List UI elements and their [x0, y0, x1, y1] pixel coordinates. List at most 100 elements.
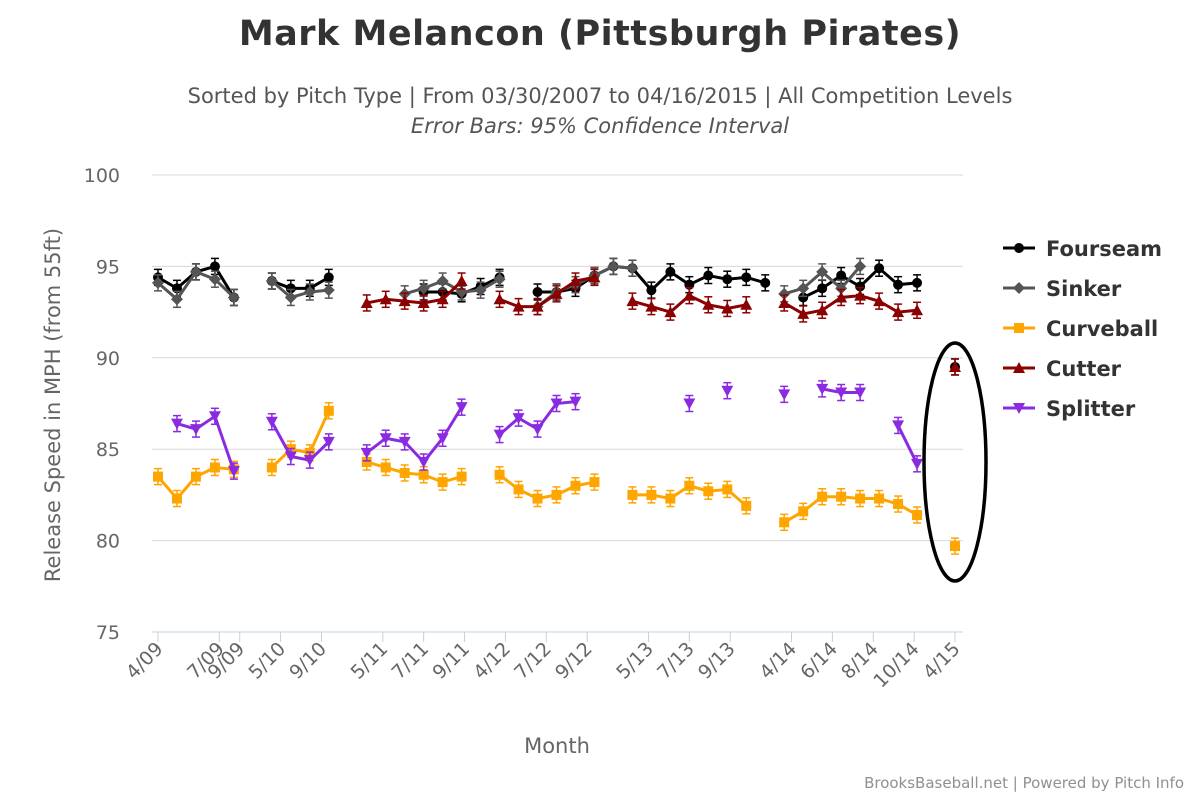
x-tick-label: 10/14 [869, 638, 923, 692]
data-point [779, 517, 790, 528]
data-point [949, 360, 961, 372]
data-point [417, 456, 430, 468]
data-point [208, 273, 221, 286]
data-point [873, 295, 886, 307]
data-point [532, 493, 543, 504]
chart-subtitle: Sorted by Pitch Type | From 03/30/2007 t… [187, 84, 1013, 108]
data-point [722, 274, 733, 285]
data-point [418, 469, 429, 480]
legend-label: Cutter [1046, 357, 1122, 381]
data-point [322, 284, 335, 297]
x-tick-label: 7/13 [653, 638, 699, 684]
data-point [816, 304, 829, 316]
y-axis-title: Release Speed in MPH (from 55ft) [41, 228, 65, 582]
x-tick-label: 9/13 [694, 638, 740, 684]
series-line [499, 275, 595, 309]
data-point [854, 387, 867, 399]
data-point [170, 293, 183, 306]
data-point [493, 293, 506, 305]
data-point [190, 471, 201, 482]
data-point [665, 493, 676, 504]
series-line [270, 279, 329, 300]
series-line [270, 421, 330, 462]
data-point [703, 270, 714, 281]
data-point [266, 462, 277, 473]
data-point [950, 541, 960, 552]
data-point [912, 510, 923, 521]
data-point [531, 424, 544, 436]
data-point [170, 418, 183, 430]
data-point [683, 398, 696, 410]
data-point [893, 499, 904, 510]
data-point [722, 484, 733, 495]
data-point [209, 462, 220, 473]
data-point [265, 416, 278, 428]
data-point [303, 455, 316, 467]
data-point [361, 456, 372, 467]
x-tick-label: 5/10 [244, 638, 290, 684]
y-tick-label: 85 [96, 439, 120, 461]
data-point [912, 277, 923, 288]
data-point [227, 291, 240, 304]
data-point [817, 491, 828, 502]
series-sinker [152, 257, 867, 316]
legend-label: Fourseam [1046, 237, 1162, 261]
series-line [365, 406, 463, 465]
legend-marker [1014, 243, 1024, 253]
data-point [893, 279, 904, 290]
data-point [494, 469, 505, 480]
data-point [322, 436, 335, 448]
data-point [436, 275, 449, 288]
series-line [176, 413, 236, 472]
data-point [892, 306, 905, 318]
series-line [270, 410, 331, 469]
legend-label: Curveball [1046, 317, 1158, 341]
data-point [854, 289, 867, 301]
data-point [702, 298, 715, 310]
data-point [531, 300, 544, 312]
data-point [417, 282, 430, 295]
data-point [740, 298, 753, 310]
data-point [626, 295, 639, 307]
data-point [665, 266, 676, 277]
data-point [835, 282, 848, 295]
series-cutter [360, 268, 961, 376]
data-point [854, 260, 867, 273]
data-point [551, 489, 562, 500]
data-point [493, 273, 506, 286]
data-point [303, 285, 316, 298]
data-point [892, 420, 905, 432]
data-point [760, 277, 771, 288]
annotation-layer [922, 341, 988, 583]
data-point [797, 307, 810, 319]
legend-item-cutter: Cutter [1003, 357, 1122, 381]
data-point [683, 289, 696, 301]
data-point [323, 272, 334, 283]
data-point [323, 405, 334, 416]
data-point [874, 263, 885, 274]
data-point [588, 271, 601, 283]
data-point [265, 275, 278, 288]
y-tick-label: 100 [84, 165, 120, 187]
data-point [627, 489, 638, 500]
data-point [778, 389, 791, 401]
data-point [171, 493, 182, 504]
credits: BrooksBaseball.net | Powered by Pitch In… [864, 774, 1184, 792]
x-axis: 4/09 7/099/095/109/10 5/117/119/114/127/12… [122, 631, 965, 692]
series-group [152, 257, 961, 555]
data-point [626, 262, 639, 275]
legend-marker [1013, 403, 1025, 414]
data-point [398, 436, 411, 448]
data-point [569, 396, 582, 408]
data-point [836, 491, 847, 502]
data-point [569, 275, 582, 287]
legend-item-fourseam: Fourseam [1003, 237, 1162, 261]
data-point [208, 411, 221, 423]
data-point [512, 413, 525, 425]
x-tick-label: 5/11 [347, 638, 393, 684]
series-splitter [170, 380, 924, 480]
data-point [721, 385, 734, 397]
data-point [816, 383, 829, 395]
data-point [379, 433, 392, 445]
